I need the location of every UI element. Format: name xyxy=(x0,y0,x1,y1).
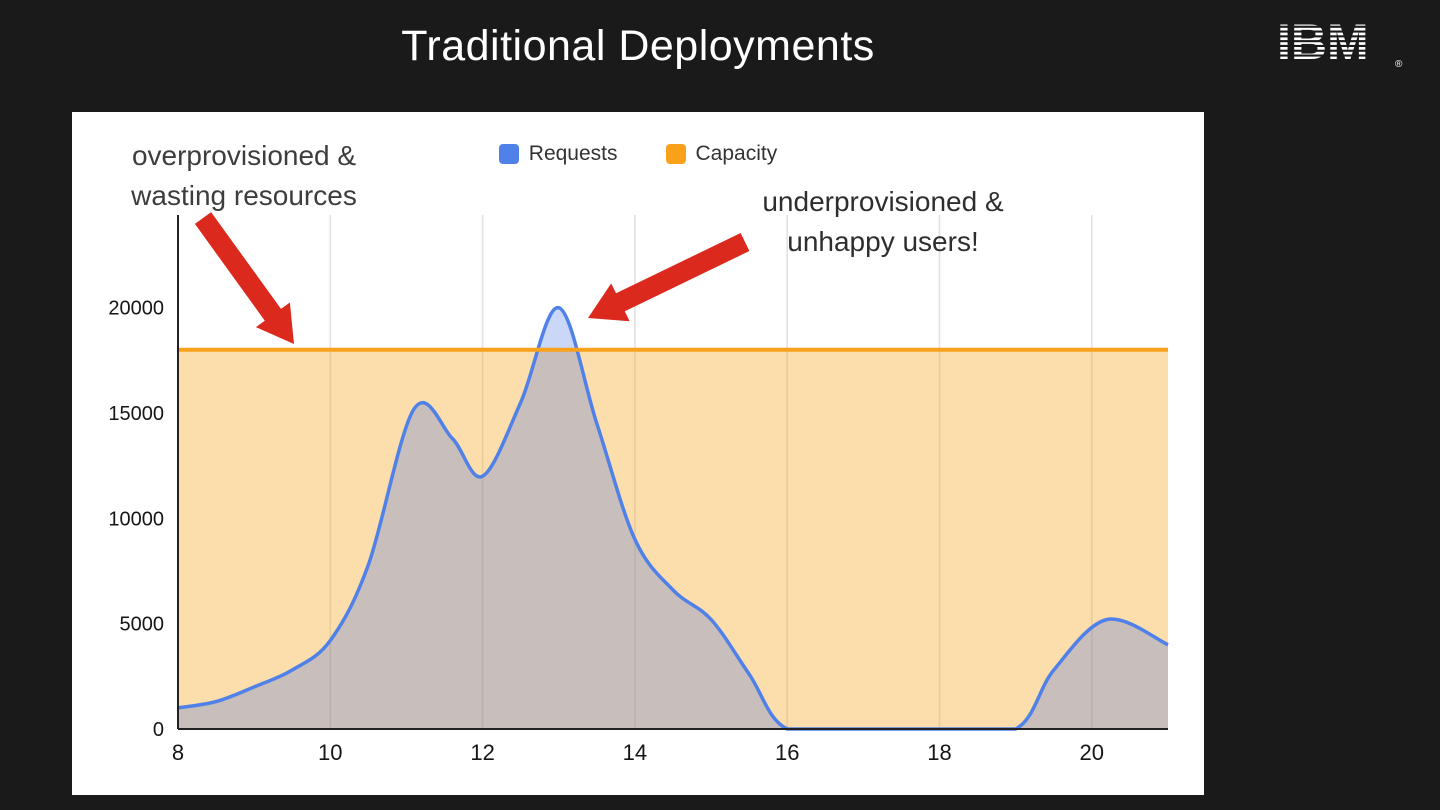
logo-stripe xyxy=(1277,35,1412,38)
annotation-overprovisioned: overprovisioned & wasting resources xyxy=(98,136,390,216)
capacity-swatch-icon xyxy=(665,144,686,164)
chart-panel: Requests Capacity overprovisioned & wast… xyxy=(72,112,1204,795)
y-tick-label: 10000 xyxy=(108,508,164,530)
y-tick-label: 20000 xyxy=(108,298,164,320)
logo-stripe xyxy=(1277,54,1412,57)
x-tick-label: 8 xyxy=(172,740,184,765)
x-tick-label: 16 xyxy=(775,740,799,765)
slide-title: Traditional Deployments xyxy=(401,22,875,70)
annotation-overprovisioned-line2: wasting resources xyxy=(131,179,357,211)
requests-capacity-chart: 0 5000 10000 15000 20000 8 10 12 14 16 18 20 xyxy=(108,215,1169,765)
x-tick-label: 10 xyxy=(318,740,342,765)
y-tick-label: 15000 xyxy=(108,403,164,425)
logo-stripe xyxy=(1277,25,1412,28)
requests-swatch-icon xyxy=(498,144,519,164)
legend-item-capacity: Capacity xyxy=(665,142,778,166)
legend-item-requests: Requests xyxy=(498,142,618,166)
requests-area xyxy=(178,307,1168,729)
logo-stripe xyxy=(1277,40,1412,43)
y-tick-label: 0 xyxy=(153,719,164,741)
x-tick-label: 12 xyxy=(470,740,494,765)
legend-label-requests: Requests xyxy=(528,142,618,165)
annotation-underprovisioned-line1: underprovisioned & xyxy=(762,186,1004,217)
registered-mark: ® xyxy=(1395,59,1403,70)
chart-legend: Requests Capacity xyxy=(72,142,1204,166)
x-tick-label: 14 xyxy=(623,740,647,765)
capacity-area xyxy=(178,349,1168,729)
x-tick-label: 20 xyxy=(1080,740,1104,765)
legend-label-capacity: Capacity xyxy=(695,142,778,165)
annotation-underprovisioned: underprovisioned & unhappy users! xyxy=(724,182,1042,262)
logo-stripe xyxy=(1277,30,1412,33)
ibm-logo-icon: IBM ® xyxy=(1277,14,1412,70)
y-tick-label: 5000 xyxy=(120,614,165,636)
annotation-overprovisioned-line1: overprovisioned & xyxy=(131,140,357,171)
x-tick-label: 18 xyxy=(927,740,951,765)
annotation-underprovisioned-line2: unhappy users! xyxy=(787,225,979,257)
logo-stripe xyxy=(1277,44,1412,47)
logo-stripe xyxy=(1277,49,1412,52)
